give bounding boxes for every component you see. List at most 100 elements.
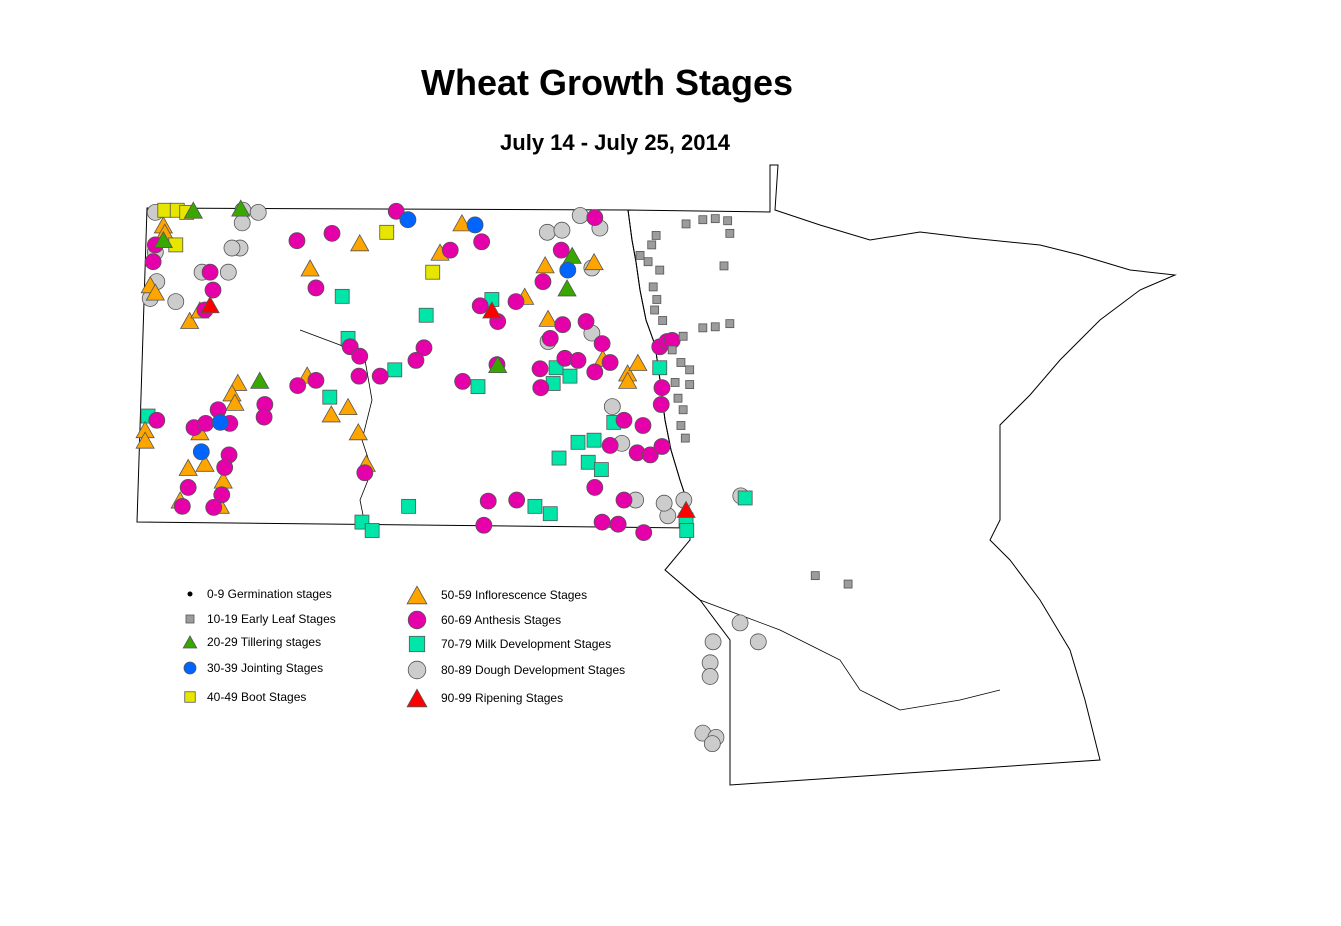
ripening-legend-icon [406,688,428,708]
ripening-legend-label: 90-99 Ripening Stages [441,691,564,705]
jointing-observation-marker [192,443,210,461]
anthesis-legend-label: 60-69 Anthesis Stages [441,613,562,627]
early-leaf-observation-marker [678,331,688,341]
dough-legend-icon [407,660,427,680]
anthesis-observation-marker [541,329,559,347]
germination-legend-symbol [187,591,193,597]
early-leaf-observation-marker [676,358,686,367]
milk-observation-marker [401,498,417,514]
boot-legend-symbol [184,691,196,703]
anthesis-observation-marker [454,372,472,390]
early-leaf-observation-marker [651,231,661,240]
anthesis-observation-marker [653,379,671,397]
early-leaf-observation-marker [710,322,720,332]
early-leaf-observation-marker [647,240,657,250]
anthesis-observation-marker [197,414,215,432]
inflorescence-observation-marker [584,252,604,271]
boot-observation-marker [379,224,395,240]
boot-observation-marker [425,264,441,280]
dough-observation-marker [731,614,749,632]
anthesis-observation-marker [307,371,325,389]
anthesis-observation-marker [532,379,550,397]
anthesis-observation-marker [641,446,659,464]
dough-observation-marker [655,494,673,512]
anthesis-observation-marker [323,224,341,242]
anthesis-observation-marker [144,253,162,271]
anthesis-observation-marker [615,411,633,429]
anthesis-legend-symbol [407,610,427,630]
anthesis-observation-marker [205,498,223,516]
inflorescence-observation-marker [135,431,155,449]
map-title: Wheat Growth Stages [420,62,794,103]
early-leaf-observation-marker [670,378,680,387]
dough-observation-marker [538,223,556,241]
dough-observation-marker [749,633,767,651]
boot-legend-icon [184,691,196,703]
early-leaf-observation-marker [681,219,691,229]
dough-observation-marker [571,207,589,224]
dough-legend-symbol [407,660,427,680]
anthesis-observation-marker [407,351,425,369]
inflorescence-observation-marker [628,353,648,371]
anthesis-observation-marker [288,232,306,250]
anthesis-observation-marker [204,281,222,299]
early-leaf-observation-marker [650,305,660,315]
anthesis-observation-marker [350,367,368,385]
minnesota-river-line [664,569,1001,711]
anthesis-observation-marker [387,202,405,220]
milk-observation-marker [570,434,586,450]
early-leaf-observation-marker [652,295,662,304]
anthesis-observation-marker [307,279,325,297]
milk-observation-marker [542,506,558,522]
early-leaf-observation-marker [698,215,708,225]
anthesis-observation-marker [479,492,497,510]
anthesis-observation-marker [507,293,525,311]
anthesis-observation-marker [593,513,611,531]
anthesis-observation-marker [534,273,552,291]
anthesis-observation-marker [569,351,587,369]
early-leaf-observation-marker [635,250,645,260]
dough-observation-marker [703,735,721,753]
early-leaf-observation-marker [725,319,735,329]
ripening-observation-marker [482,301,502,319]
tillering-legend-symbol [182,635,198,649]
milk-observation-marker [737,490,753,506]
dough-legend-label: 80-89 Dough Development Stages [441,663,626,677]
anthesis-observation-marker [441,241,459,259]
early-leaf-observation-marker [658,316,668,325]
early-leaf-observation-marker [719,261,729,271]
anthesis-observation-marker [601,437,619,454]
dough-observation-marker [167,293,185,311]
early-leaf-observation-marker [678,405,688,415]
inflorescence-observation-marker [617,371,638,389]
anthesis-observation-marker [577,313,595,330]
anthesis-observation-marker [609,515,627,533]
inflorescence-observation-marker [338,397,358,416]
milk-legend-label: 70-79 Milk Development Stages [441,637,612,651]
early-leaf-observation-marker [698,323,708,333]
inflorescence-legend-symbol [406,585,428,605]
early-leaf-observation-marker [680,433,690,443]
anthesis-observation-marker [473,233,491,251]
anthesis-observation-marker [173,497,191,515]
anthesis-observation-marker [586,479,604,496]
jointing-observation-marker [466,216,484,234]
jointing-observation-marker [211,413,229,431]
boot-legend-label: 40-49 Boot Stages [207,690,307,704]
inflorescence-observation-marker [350,233,370,252]
dough-observation-marker [233,214,251,232]
map-subtitle: July 14 - July 25, 2014 [500,130,730,155]
milk-observation-marker [593,462,609,478]
anthesis-observation-marker [351,347,369,365]
anthesis-observation-marker [213,486,231,504]
milk-observation-marker [334,288,350,304]
tillering-observation-marker [488,355,508,374]
anthesis-observation-marker [508,491,526,509]
inflorescence-observation-marker [228,373,248,391]
anthesis-observation-marker [586,209,604,227]
anthesis-observation-marker [289,377,307,395]
jointing-legend-symbol [183,661,197,675]
tillering-observation-marker [183,201,203,219]
tillering-observation-marker [153,230,174,249]
